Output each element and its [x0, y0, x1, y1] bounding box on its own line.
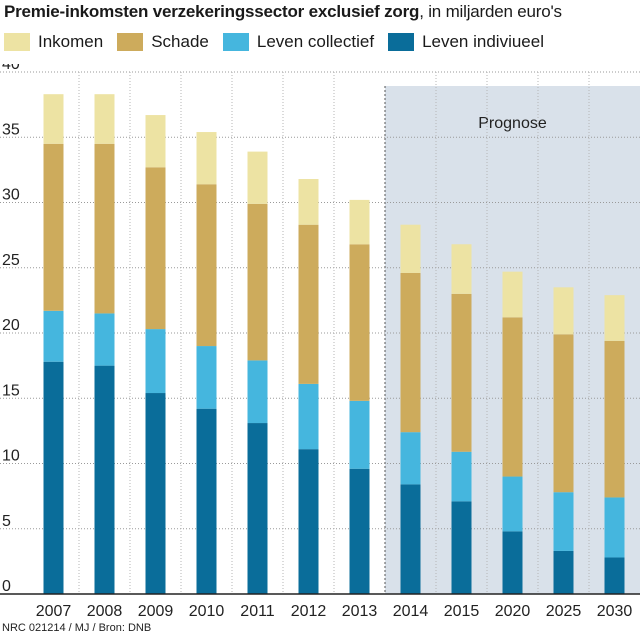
bar-leven-collectief-2030: [604, 497, 625, 558]
x-tick-label-2013: 2013: [342, 603, 378, 620]
bar-leven-indiviueel-2008: [94, 365, 115, 594]
legend-item-schade: Schade: [117, 32, 209, 52]
bar-inkomen-2020: [502, 271, 523, 318]
y-tick-label-30: 30: [2, 187, 20, 204]
legend-label-leven-indiviueel: Leven indiviueel: [422, 32, 544, 51]
bar-schade-2011: [247, 203, 268, 361]
bar-schade-2013: [349, 244, 370, 401]
bar-inkomen-2009: [145, 115, 166, 168]
legend-item-inkomen: Inkomen: [4, 32, 103, 52]
bar-leven-collectief-2009: [145, 329, 166, 394]
x-tick-label-2014: 2014: [393, 603, 429, 620]
legend: Inkomen Schade Leven collectief Leven indiv…: [4, 32, 558, 52]
y-tick-label-20: 20: [2, 317, 20, 334]
legend-swatch-leven-indiviueel: [388, 33, 415, 51]
bar-inkomen-2011: [247, 151, 268, 204]
legend-swatch-schade: [117, 33, 144, 51]
y-tick-label-0: 0: [2, 578, 11, 595]
bar-inkomen-2010: [196, 132, 217, 185]
bar-inkomen-2025: [553, 287, 574, 335]
bar-leven-collectief-2012: [298, 383, 319, 450]
bar-leven-collectief-2015: [451, 451, 472, 502]
source-credit: NRC 021214 / MJ / Bron: DNB: [2, 622, 152, 634]
x-tick-label-2007: 2007: [36, 603, 72, 620]
bar-schade-2014: [400, 272, 421, 433]
bar-leven-indiviueel-2013: [349, 468, 370, 594]
y-tick-label-25: 25: [2, 252, 20, 269]
bar-leven-collectief-2020: [502, 476, 523, 532]
legend-label-schade: Schade: [151, 32, 209, 51]
bar-inkomen-2007: [43, 94, 64, 144]
bar-leven-indiviueel-2020: [502, 531, 523, 594]
bar-schade-2030: [604, 340, 625, 498]
x-tick-label-2009: 2009: [138, 603, 174, 620]
legend-label-inkomen: Inkomen: [38, 32, 104, 51]
bar-schade-2015: [451, 293, 472, 452]
chart-title-unit: , in miljarden euro's: [419, 2, 562, 21]
x-tick-label-2025: 2025: [546, 603, 582, 620]
bar-leven-indiviueel-2015: [451, 501, 472, 594]
bar-leven-collectief-2014: [400, 432, 421, 485]
bar-leven-collectief-2010: [196, 346, 217, 409]
bar-schade-2020: [502, 317, 523, 477]
bar-leven-indiviueel-2007: [43, 361, 64, 594]
x-tick-label-2011: 2011: [240, 603, 275, 620]
x-tick-label-2015: 2015: [444, 603, 480, 620]
bar-leven-indiviueel-2012: [298, 449, 319, 594]
bar-leven-collectief-2011: [247, 360, 268, 424]
x-tick-label-2008: 2008: [87, 603, 123, 620]
bar-leven-indiviueel-2009: [145, 393, 166, 594]
bar-inkomen-2012: [298, 179, 319, 225]
bar-leven-collectief-2008: [94, 313, 115, 366]
bar-schade-2009: [145, 167, 166, 330]
y-tick-label-5: 5: [2, 513, 11, 530]
bar-leven-indiviueel-2014: [400, 484, 421, 594]
legend-item-leven-indiviueel: Leven indiviueel: [388, 32, 544, 52]
x-tick-label-2012: 2012: [291, 603, 327, 620]
bar-inkomen-2013: [349, 199, 370, 245]
bar-leven-indiviueel-2030: [604, 557, 625, 594]
y-tick-label-40: 40: [2, 64, 20, 73]
x-tick-label-2020: 2020: [495, 603, 531, 620]
legend-item-leven-collectief: Leven collectief: [222, 32, 375, 52]
prognose-label: Prognose: [478, 115, 547, 132]
bar-inkomen-2014: [400, 224, 421, 273]
bar-schade-2012: [298, 224, 319, 384]
bar-leven-collectief-2013: [349, 400, 370, 469]
bar-leven-indiviueel-2025: [553, 550, 574, 594]
bar-leven-indiviueel-2011: [247, 423, 268, 594]
bar-leven-collectief-2007: [43, 310, 64, 362]
bar-inkomen-2015: [451, 244, 472, 294]
y-tick-label-10: 10: [2, 448, 20, 465]
legend-label-leven-collectief: Leven collectief: [256, 32, 375, 51]
bar-schade-2010: [196, 184, 217, 347]
bar-schade-2007: [43, 143, 64, 311]
bar-inkomen-2030: [604, 295, 625, 341]
y-tick-label-15: 15: [2, 382, 20, 399]
bar-inkomen-2008: [94, 94, 115, 144]
legend-swatch-inkomen: [4, 33, 30, 51]
y-tick-label-35: 35: [2, 121, 20, 138]
bar-leven-collectief-2025: [553, 492, 574, 551]
x-tick-label-2030: 2030: [597, 603, 633, 620]
chart-title: Premie-inkomsten verzekeringssector excl…: [4, 2, 562, 22]
bar-schade-2025: [553, 334, 574, 493]
x-tick-label-2010: 2010: [189, 603, 225, 620]
chart-title-main: Premie-inkomsten verzekeringssector excl…: [4, 2, 420, 21]
bar-schade-2008: [94, 143, 115, 314]
bar-leven-indiviueel-2010: [196, 408, 217, 594]
legend-swatch-leven-collectief: [222, 33, 249, 51]
